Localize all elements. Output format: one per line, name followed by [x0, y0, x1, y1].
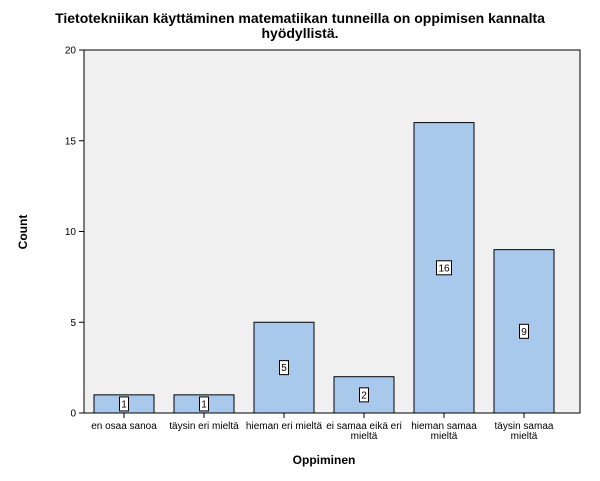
x-axis: en osaa sanoa täysin eri mieltä hieman eri…: [91, 413, 554, 442]
y-tick-label: 15: [65, 136, 77, 147]
chart-title-line-2: hyödyllistä.: [261, 25, 339, 41]
x-tick-label: täysin eri mieltä: [169, 421, 239, 432]
data-label-box: [436, 260, 452, 276]
data-label: 1: [201, 399, 207, 410]
data-label: 9: [521, 327, 527, 338]
x-tick-label: hieman samaa: [411, 421, 477, 432]
x-tick-label: mieltä: [511, 431, 538, 442]
x-axis-title: Oppiminen: [293, 453, 356, 467]
data-label: 5: [281, 363, 287, 374]
data-label: 2: [361, 390, 367, 401]
data-label-box: [359, 387, 369, 403]
chart-title: Tietotekniikan käyttäminen matematiikan …: [0, 11, 600, 41]
x-tick-label: hieman eri mieltä: [246, 421, 323, 432]
y-axis-title: Count: [16, 215, 30, 250]
data-label-box: [279, 360, 289, 376]
data-label-box: [119, 396, 129, 412]
data-label-box: [199, 396, 209, 412]
data-label: 16: [438, 263, 450, 274]
x-tick-label: mieltä: [431, 431, 458, 442]
y-tick-label: 20: [65, 46, 77, 57]
data-label-box: [519, 323, 529, 339]
x-tick-label: en osaa sanoa: [91, 421, 157, 432]
y-axis: 0 5 10 15 20: [65, 46, 84, 420]
bars-group: 1 1 5 2 16 9: [93, 122, 555, 414]
y-tick-label: 5: [70, 318, 76, 329]
y-tick-label: 0: [70, 409, 76, 420]
x-tick-label: täysin samaa: [495, 421, 554, 432]
y-tick-label: 10: [65, 227, 77, 238]
bar: [413, 122, 475, 414]
x-tick-label: mieltä: [351, 431, 378, 442]
data-label: 1: [121, 399, 127, 410]
chart-title-line-1: Tietotekniikan käyttäminen matematiikan …: [55, 10, 545, 26]
x-tick-label: ei samaa eikä eri: [326, 421, 402, 432]
